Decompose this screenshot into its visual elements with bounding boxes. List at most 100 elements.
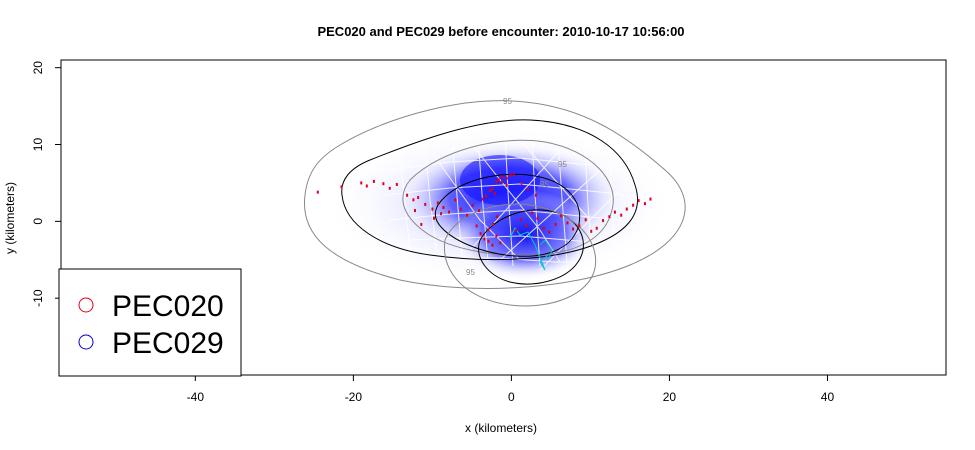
data-point <box>489 189 492 193</box>
data-point <box>466 213 469 217</box>
data-point <box>632 203 635 207</box>
data-point <box>590 229 593 233</box>
data-point <box>481 197 484 201</box>
data-point <box>578 224 581 228</box>
contour-small-black <box>478 209 584 285</box>
contour-outer-gray <box>303 100 686 289</box>
data-point <box>542 226 545 230</box>
data-point <box>447 210 450 214</box>
x-tick-label: -40 <box>187 390 205 404</box>
data-point <box>493 192 496 196</box>
data-point <box>414 209 416 213</box>
legend-marker <box>78 297 94 313</box>
data-point <box>459 207 462 211</box>
data-point <box>525 224 528 228</box>
y-axis: -10 0 10 20 <box>31 61 62 307</box>
contour-label: 95 <box>540 180 549 189</box>
x-tick-label: -20 <box>345 390 363 404</box>
x-tick-label: 20 <box>663 390 677 404</box>
data-point <box>471 203 474 207</box>
chart-title: PEC020 and PEC029 before encounter: 2010… <box>317 24 684 39</box>
data-point <box>485 194 488 198</box>
legend-marker <box>78 334 94 350</box>
legend-label: PEC020 <box>112 290 224 323</box>
data-point <box>608 215 611 219</box>
legend-box <box>58 268 242 377</box>
data-point <box>406 193 409 197</box>
x-axis: -40 -20 0 20 40 <box>187 374 835 404</box>
data-point <box>554 222 557 226</box>
data-point <box>505 183 508 187</box>
data-point <box>491 243 494 247</box>
data-point <box>483 237 486 241</box>
data-point <box>487 239 490 243</box>
data-point <box>492 222 495 226</box>
data-point <box>620 213 623 217</box>
x-tick-label: 0 <box>508 390 515 404</box>
data-point <box>530 211 533 215</box>
data-point <box>436 201 439 205</box>
data-point <box>560 214 563 218</box>
legend-entry: PEC020 <box>78 290 224 323</box>
contour-outer-black <box>341 119 639 261</box>
legend-entry: PEC029 <box>78 327 224 360</box>
data-point <box>500 180 503 184</box>
contour-labels: 95 95 95 95 <box>466 97 567 277</box>
data-point <box>412 198 415 202</box>
data-point <box>548 230 551 234</box>
data-point <box>520 181 523 185</box>
data-point <box>526 187 529 191</box>
data-point <box>365 184 368 188</box>
contour-low-gray <box>443 203 597 307</box>
data-point <box>572 227 575 231</box>
data-point <box>388 186 391 190</box>
data-point <box>566 221 569 225</box>
contour-label: 95 <box>466 268 475 277</box>
data-point <box>316 190 319 194</box>
data-point <box>420 222 423 226</box>
x-axis-label: x (kilometers) <box>465 421 537 435</box>
y-tick-label: 0 <box>31 218 45 225</box>
data-point <box>442 206 445 210</box>
contours <box>303 100 686 307</box>
data-point <box>478 209 481 213</box>
data-point <box>487 228 490 232</box>
contour-label: 95 <box>503 97 512 106</box>
data-point <box>431 207 434 211</box>
legend: PEC020 PEC029 <box>58 268 242 377</box>
legend-label: PEC029 <box>112 327 224 360</box>
data-point <box>534 193 537 197</box>
data-point <box>395 182 398 186</box>
data-point <box>512 172 515 176</box>
contour-mid-gray <box>402 139 614 257</box>
data-point <box>495 179 498 183</box>
data-point <box>432 216 435 220</box>
contour-label: 95 <box>558 160 567 169</box>
data-point <box>495 234 498 238</box>
data-point <box>649 197 652 201</box>
data-point <box>625 207 628 211</box>
data-point <box>340 185 343 189</box>
data-point <box>417 196 420 200</box>
data-point <box>500 175 503 179</box>
data-point <box>536 216 539 220</box>
data-point <box>584 218 587 222</box>
y-axis-label: y (kilometers) <box>3 182 17 254</box>
plot-area: 95 95 95 95 <box>303 97 686 307</box>
x-tick-label: 40 <box>821 390 835 404</box>
data-point <box>505 176 508 180</box>
data-point <box>509 173 512 177</box>
data-point <box>519 218 522 222</box>
data-point <box>475 224 478 228</box>
data-point <box>454 198 457 202</box>
data-point <box>479 232 482 236</box>
data-point <box>496 215 499 219</box>
data-point <box>440 212 443 216</box>
track-path <box>539 239 553 261</box>
data-point <box>382 182 385 186</box>
data-point <box>360 181 363 185</box>
data-point <box>613 210 616 214</box>
y-tick-label: 20 <box>31 61 45 75</box>
data-point <box>424 202 427 206</box>
